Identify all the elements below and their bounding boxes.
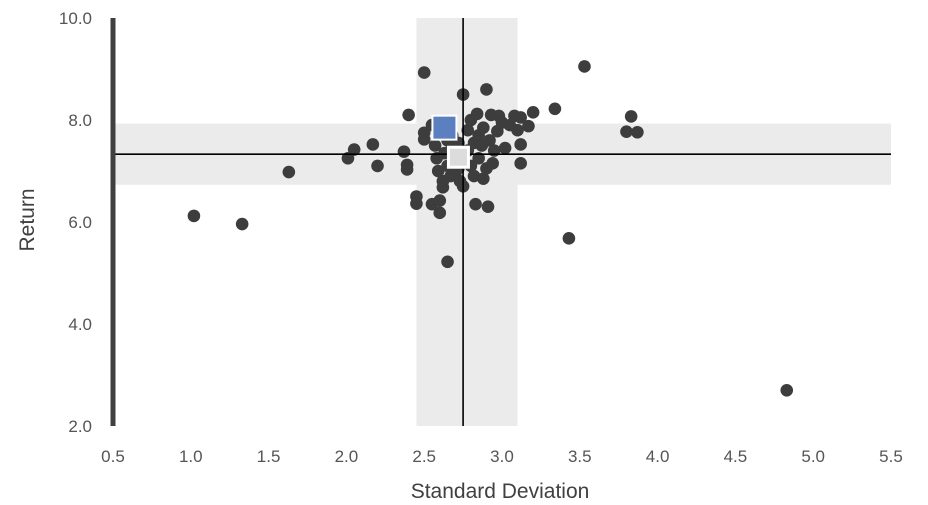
- x-axis-ticks: 0.5 1.0 1.5 2.0 2.5 3.0 3.5 4.0 4.5 5.0 5.5: [101, 447, 903, 466]
- vertical-band: [416, 18, 518, 426]
- data-point: [477, 172, 490, 185]
- data-point: [780, 384, 794, 397]
- data-point: [347, 143, 361, 156]
- data-point: [428, 139, 442, 152]
- data-point: [562, 232, 576, 245]
- data-point: [483, 134, 496, 147]
- data-point: [470, 107, 484, 121]
- data-point: [469, 197, 482, 211]
- x-axis-title: Standard Deviation: [411, 480, 590, 503]
- data-point: [480, 83, 493, 96]
- data-point: [402, 108, 415, 122]
- data-point: [514, 138, 527, 151]
- data-point: [187, 209, 201, 223]
- data-point: [481, 200, 495, 213]
- y-tick-label: 10.0: [59, 9, 92, 28]
- highlight-square-hollow: [446, 145, 470, 169]
- x-tick-label: 0.5: [101, 447, 125, 466]
- x-tick-label: 5.0: [801, 447, 825, 466]
- data-point: [498, 141, 512, 155]
- data-point: [441, 255, 454, 269]
- highlight-markers: [431, 114, 470, 169]
- data-point: [522, 119, 535, 133]
- x-tick-label: 3.5: [568, 447, 592, 466]
- highlight-square-filled: [431, 114, 458, 141]
- data-point: [417, 66, 431, 79]
- data-point: [436, 181, 450, 194]
- x-tick-label: 2.5: [412, 447, 436, 466]
- reference-lines: [113, 18, 891, 426]
- data-point: [511, 123, 524, 137]
- data-point: [477, 121, 490, 134]
- data-point: [282, 165, 296, 179]
- y-tick-label: 6.0: [68, 213, 92, 232]
- data-point: [461, 123, 475, 137]
- data-point: [341, 151, 355, 165]
- x-tick-label: 5.5: [879, 447, 903, 466]
- data-point: [400, 163, 414, 176]
- data-point: [433, 206, 447, 220]
- y-axis-title: Return: [16, 188, 39, 251]
- data-point: [410, 197, 423, 210]
- y-tick-label: 8.0: [68, 111, 92, 130]
- data-point: [487, 144, 501, 157]
- x-tick-label: 2.0: [335, 447, 359, 466]
- data-point: [526, 106, 540, 119]
- data-point: [578, 60, 591, 73]
- data-point: [624, 110, 638, 123]
- data-point: [431, 164, 445, 178]
- y-tick-label: 2.0: [68, 417, 92, 436]
- data-point: [366, 138, 380, 151]
- x-tick-label: 4.5: [724, 447, 748, 466]
- data-point: [486, 157, 499, 170]
- x-tick-label: 1.0: [179, 447, 203, 466]
- data-point: [548, 102, 562, 116]
- data-point: [631, 125, 644, 139]
- y-axis-ticks: 2.0 4.0 6.0 8.0 10.0: [59, 9, 92, 436]
- data-point: [514, 157, 527, 170]
- data-point: [433, 194, 447, 207]
- x-tick-label: 3.0: [490, 447, 514, 466]
- x-tick-label: 4.0: [646, 447, 670, 466]
- x-tick-label: 1.5: [257, 447, 281, 466]
- data-point: [620, 125, 633, 139]
- data-point: [514, 111, 527, 124]
- y-tick-label: 4.0: [68, 315, 92, 334]
- data-point: [371, 159, 384, 173]
- data-point: [235, 217, 249, 231]
- data-point: [397, 145, 411, 158]
- shaded-bands: [113, 18, 891, 426]
- data-point: [472, 151, 485, 165]
- data-point: [417, 133, 431, 146]
